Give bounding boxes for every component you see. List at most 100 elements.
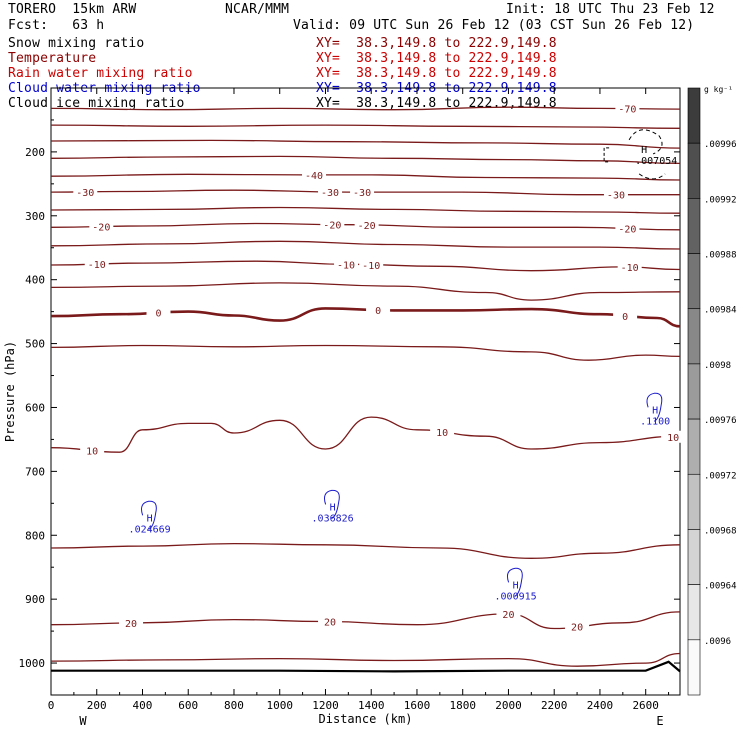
cloud-ice-max-marker: H	[641, 145, 647, 156]
contour-label-bg	[80, 444, 105, 457]
contour-label-bg	[84, 258, 109, 271]
contour-label: -10	[88, 260, 106, 271]
y-tick-label: 200	[25, 146, 45, 159]
colorbar-swatch	[687, 418, 701, 475]
contour-label: -10	[337, 260, 355, 271]
temperature-contour	[50, 189, 680, 196]
temperature-contour	[50, 652, 681, 667]
y-tick-label: 700	[25, 465, 45, 478]
cloud-ice-contour	[603, 147, 610, 163]
y-tick-label: 800	[25, 529, 45, 542]
contour-label: 10	[667, 433, 679, 444]
x-tick-label: 200	[87, 699, 107, 712]
y-tick-label: 1000	[19, 657, 46, 670]
field-temperature: Temperature	[8, 51, 97, 66]
cloud-ice-contour	[638, 173, 666, 180]
contour-label-bg	[603, 188, 628, 201]
cloud-water-max-value: .024669	[129, 524, 171, 535]
temperature-contour	[50, 344, 681, 361]
temperature-contour	[50, 222, 681, 231]
cloud-water-contour	[141, 500, 157, 530]
field-cloud-ice: Cloud ice mixing ratio	[8, 96, 185, 111]
x-tick-label: 400	[133, 699, 153, 712]
field-snow: Snow mixing ratio	[8, 36, 145, 51]
y-tick-label: 500	[25, 338, 45, 351]
contour-label-bg	[318, 615, 343, 628]
x-tick-label: 0	[48, 699, 55, 712]
contour-label-bg	[617, 261, 642, 274]
temperature-contour	[50, 173, 681, 181]
contour-label-bg	[318, 185, 343, 198]
contour-label: -30	[321, 188, 339, 199]
cloud-water-max-marker: H	[652, 405, 658, 416]
contour-label-bg	[615, 102, 640, 115]
temperature-contour	[50, 240, 681, 250]
cloud-water-max-value: .036826	[312, 513, 354, 524]
contour-label: 0	[155, 309, 161, 320]
colorbar-label: .00968	[704, 526, 737, 536]
terrain-line	[51, 660, 681, 673]
forecast-hour: Fcst: 63 h	[8, 18, 105, 33]
contour-label-bg	[354, 219, 379, 232]
contour-label-bg	[320, 218, 345, 231]
temperature-contour	[50, 611, 681, 630]
temperature-contour	[50, 155, 681, 165]
colorbar-swatch	[687, 363, 701, 420]
field-rain-xy: XY= 38.3,149.8 to 222.9,149.8	[316, 66, 557, 81]
contour-label-bg	[89, 220, 114, 233]
x-tick-label: 1600	[404, 699, 431, 712]
cloud-water-max-marker: H	[147, 513, 153, 524]
colorbar-label: .00972	[704, 471, 737, 481]
init-label: Init: 18 UTC Thu 23 Feb 12	[506, 2, 715, 17]
contour-label: -70	[618, 105, 636, 116]
colorbar-swatch	[687, 473, 701, 530]
field-snow-xy: XY= 38.3,149.8 to 222.9,149.8	[316, 36, 557, 51]
cloud-ice-max-value: .007054	[635, 156, 677, 167]
contour-label: -20	[92, 223, 110, 234]
cloud-ice-contour	[628, 129, 663, 155]
cloud-water-max-marker: H	[330, 502, 336, 513]
contour-label: -10	[362, 261, 380, 272]
contour-label: -10	[621, 263, 639, 274]
valid-time: Valid: 09 UTC Sun 26 Feb 12 (03 CST Sun …	[293, 18, 695, 33]
temperature-contour	[50, 416, 681, 453]
contour-label-bg	[119, 617, 144, 630]
cloud-water-contour	[506, 567, 523, 597]
x-tick-label: 2400	[587, 699, 614, 712]
contour-label: 20	[571, 623, 583, 634]
colorbar-swatch	[687, 639, 701, 696]
model-title: TORERO 15km ARW	[8, 2, 137, 17]
contour-label: -30	[607, 191, 625, 202]
contour-label-bg	[334, 258, 359, 271]
temperature-contour	[50, 206, 681, 214]
x-tick-label: 1800	[449, 699, 476, 712]
contour-label: -30	[353, 188, 371, 199]
field-temperature-xy: XY= 38.3,149.8 to 222.9,149.8	[316, 51, 557, 66]
contour-label-bg	[73, 185, 98, 198]
y-tick-label: 400	[25, 274, 45, 287]
contour-label: -30	[76, 188, 94, 199]
colorbar-swatch	[687, 584, 701, 641]
contour-label-bg	[615, 222, 640, 235]
colorbar-label: .00992	[704, 195, 737, 205]
cloud-water-max-value: .1100	[640, 416, 670, 427]
colorbar-swatch	[687, 308, 701, 365]
x-tick-label: 2000	[495, 699, 522, 712]
contour-label: 20	[324, 618, 336, 629]
contour-label: -20	[323, 221, 341, 232]
contour-label: 0	[375, 306, 381, 317]
east-label: E	[656, 714, 663, 728]
contour-label: 10	[436, 428, 448, 439]
cloud-water-max-value: .000915	[495, 591, 537, 602]
contour-label: -20	[358, 221, 376, 232]
temperature-contour	[50, 106, 681, 111]
cloud-water-max-marker: H	[513, 580, 519, 591]
temperature-contour	[50, 124, 681, 129]
x-tick-label: 1000	[266, 699, 293, 712]
cloud-water-contour	[646, 392, 663, 422]
contour-label-bg	[496, 607, 521, 620]
colorbar-label: .0098	[704, 361, 731, 371]
contour-label: 20	[125, 619, 137, 630]
contour-label: -20	[618, 225, 636, 236]
